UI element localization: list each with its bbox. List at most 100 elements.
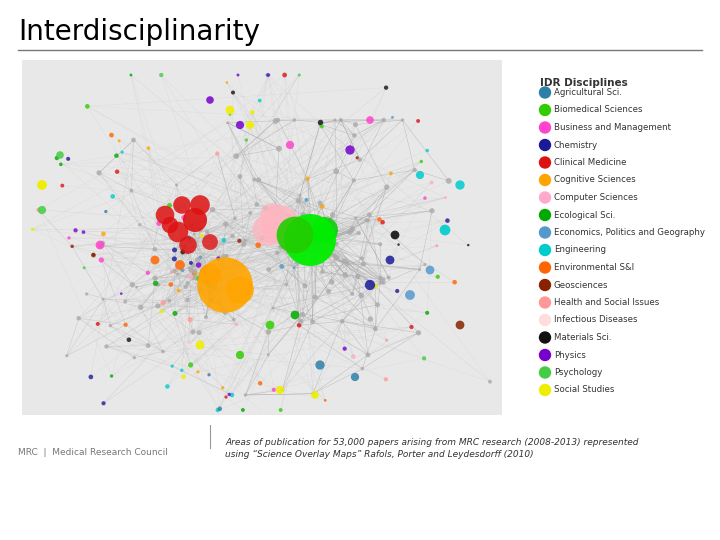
Point — [150, 279, 161, 288]
Point — [342, 259, 354, 267]
Point — [315, 237, 327, 245]
Point — [202, 227, 213, 236]
Point — [189, 269, 201, 278]
Point — [372, 300, 383, 309]
Text: using “Science Overlay Maps” Rafols, Porter and Leydesdorff (2010): using “Science Overlay Maps” Rafols, Por… — [225, 450, 534, 459]
Point — [419, 194, 431, 202]
Point — [339, 257, 351, 266]
Bar — [22, 60, 502, 415]
Point — [350, 120, 361, 129]
Text: Environmental S&I: Environmental S&I — [554, 263, 634, 272]
Point — [310, 240, 322, 249]
Point — [314, 120, 325, 129]
Point — [311, 240, 323, 248]
Point — [462, 241, 474, 249]
Point — [178, 373, 189, 381]
Point — [189, 273, 200, 282]
Circle shape — [539, 245, 551, 255]
Point — [178, 213, 189, 222]
Point — [374, 215, 385, 224]
Point — [224, 106, 235, 114]
Point — [302, 174, 313, 183]
Point — [218, 236, 230, 245]
Point — [326, 278, 338, 286]
Point — [297, 237, 309, 245]
Text: Psychology: Psychology — [554, 368, 603, 377]
Point — [295, 317, 307, 326]
Point — [220, 393, 232, 401]
Point — [329, 116, 341, 124]
Point — [364, 315, 376, 323]
Point — [310, 236, 321, 245]
Circle shape — [539, 349, 551, 361]
Point — [321, 234, 333, 243]
Point — [254, 96, 266, 105]
Point — [153, 219, 164, 228]
Point — [380, 375, 392, 383]
Point — [181, 248, 193, 256]
Point — [326, 254, 338, 263]
Point — [300, 232, 312, 241]
Point — [289, 310, 301, 319]
Point — [204, 238, 216, 246]
Point — [302, 237, 313, 246]
Point — [310, 233, 321, 241]
Point — [317, 251, 328, 259]
Point — [36, 181, 48, 190]
Point — [263, 265, 274, 274]
Point — [166, 268, 178, 276]
Point — [330, 167, 342, 176]
Point — [426, 206, 438, 215]
Point — [312, 241, 324, 249]
Point — [323, 287, 335, 295]
Point — [380, 83, 392, 92]
Point — [234, 120, 246, 129]
Point — [176, 366, 188, 375]
Circle shape — [539, 297, 551, 308]
Point — [230, 152, 242, 160]
Point — [266, 204, 278, 213]
Point — [196, 231, 207, 240]
Point — [346, 227, 357, 235]
Point — [135, 303, 146, 312]
Point — [57, 181, 68, 190]
Point — [299, 281, 310, 290]
Point — [185, 259, 197, 267]
Point — [27, 225, 38, 234]
Point — [404, 291, 415, 299]
Point — [297, 210, 309, 219]
Point — [384, 255, 396, 264]
Point — [414, 265, 426, 274]
Point — [312, 222, 323, 231]
Point — [312, 237, 323, 245]
Point — [305, 235, 316, 244]
Point — [200, 313, 212, 321]
Point — [299, 241, 310, 249]
Point — [440, 193, 451, 202]
Point — [409, 166, 420, 174]
Point — [276, 386, 288, 394]
Point — [194, 225, 206, 234]
Point — [153, 280, 164, 289]
Point — [294, 71, 305, 79]
Point — [32, 205, 44, 214]
Point — [421, 308, 433, 317]
Point — [320, 234, 332, 242]
Point — [276, 262, 287, 271]
Point — [120, 320, 131, 329]
Point — [274, 144, 285, 153]
Point — [131, 283, 143, 292]
Point — [169, 267, 181, 275]
Text: IDR Disciplines: IDR Disciplines — [540, 78, 628, 88]
Point — [221, 78, 233, 87]
Point — [206, 296, 217, 305]
Point — [392, 287, 403, 295]
Point — [129, 353, 140, 362]
Point — [212, 268, 224, 276]
Point — [88, 251, 99, 259]
Point — [454, 321, 466, 329]
Point — [364, 116, 376, 124]
Point — [179, 242, 191, 251]
Point — [356, 254, 368, 263]
Point — [340, 271, 351, 279]
